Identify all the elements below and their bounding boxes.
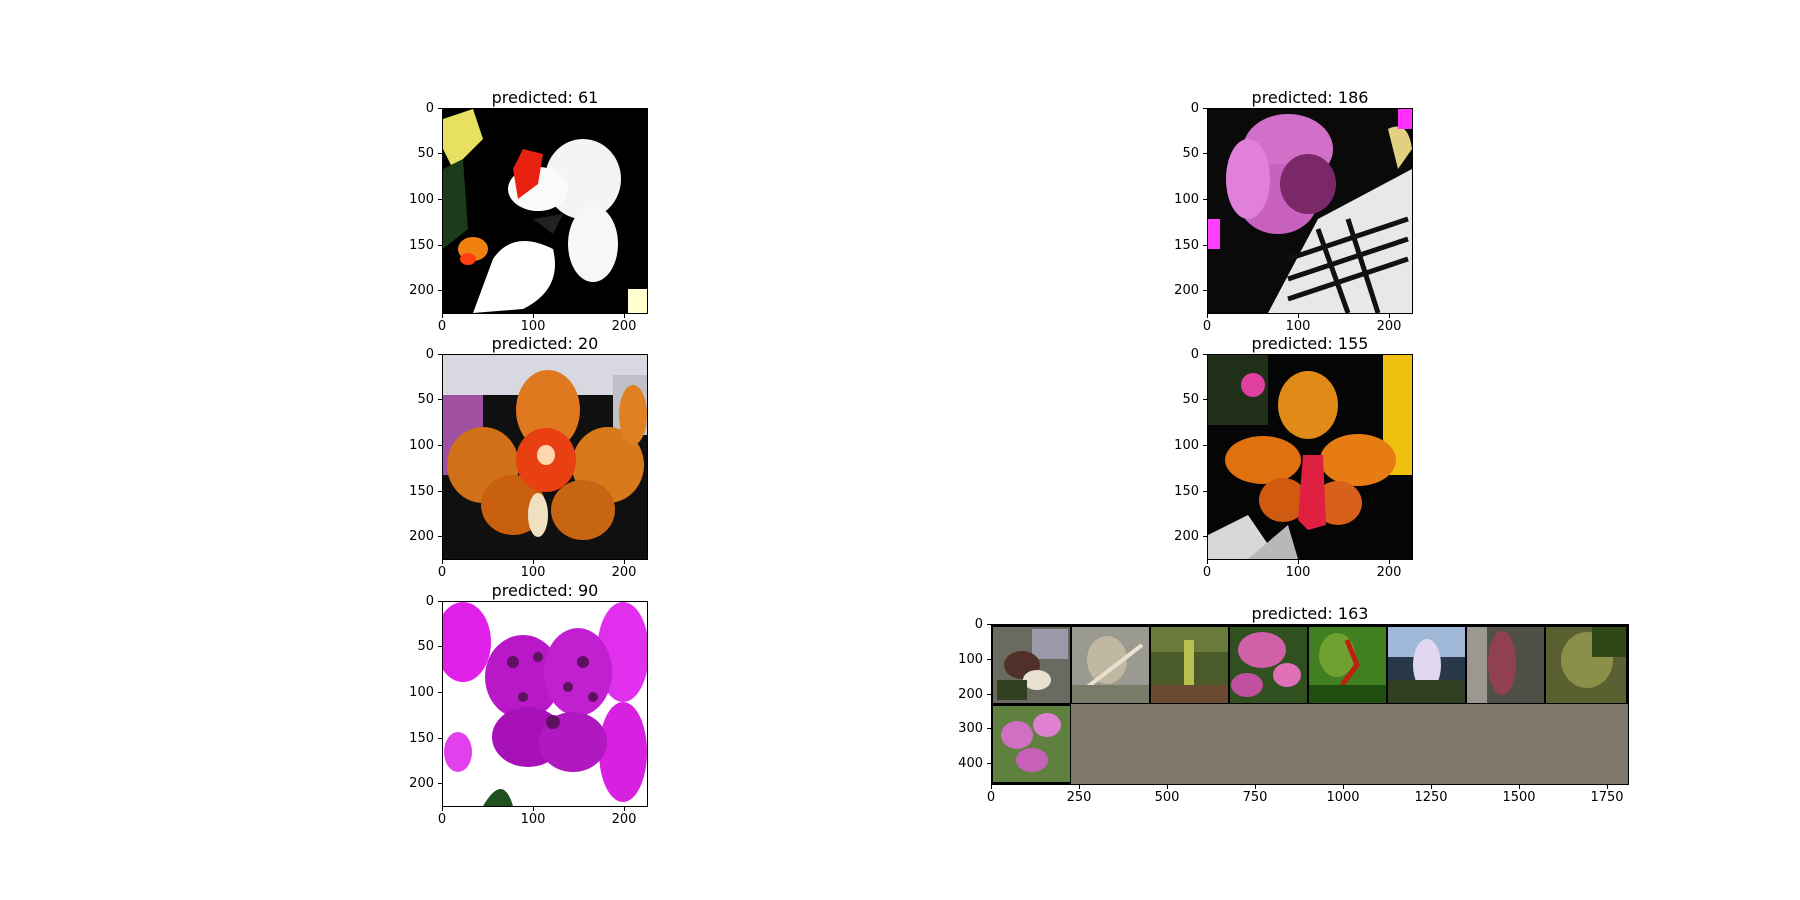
y-tick-label: 200 <box>1174 283 1199 298</box>
x-tick-label: 500 <box>1154 790 1180 805</box>
x-tick-label: 200 <box>611 319 637 334</box>
x-tick-label: 1500 <box>1502 790 1536 805</box>
subplot-predicted-20: predicted: 20 0 50 100 <box>409 336 648 579</box>
y-tick-label: 0 <box>425 101 434 116</box>
orchid-image-magenta <box>443 602 647 806</box>
y-tick-label: 0 <box>1190 101 1199 116</box>
y-tick-label: 0 <box>1190 347 1199 362</box>
image-grid-mosaic <box>992 625 1628 784</box>
y-tick-label: 200 <box>958 687 983 702</box>
x-tick-label: 0 <box>1202 319 1212 334</box>
subplot-predicted-90: predicted: 90 <box>409 583 648 826</box>
thumbnail-8 <box>1546 627 1626 703</box>
image-axes <box>442 108 648 314</box>
y-tick-label: 150 <box>1174 238 1199 253</box>
y-tick-label: 150 <box>1174 484 1199 499</box>
y-tick-label: 50 <box>1182 146 1199 161</box>
image-grid-axes <box>991 624 1629 785</box>
y-tick-label: 400 <box>958 756 983 771</box>
subplot-predicted-155: predicted: 155 0 50 100 150 <box>1174 336 1413 579</box>
y-tick-label: 50 <box>417 146 434 161</box>
x-tick-label: 100 <box>520 812 546 827</box>
y-tick-label: 300 <box>958 721 983 736</box>
y-tick-label: 100 <box>958 652 983 667</box>
x-tick-label: 200 <box>611 565 637 580</box>
x-tick-label: 0 <box>437 812 447 827</box>
y-tick-label: 150 <box>409 484 434 499</box>
y-tick-label: 150 <box>409 731 434 746</box>
y-tick-label: 100 <box>409 685 434 700</box>
y-tick-label: 100 <box>1174 192 1199 207</box>
subplot-title: predicted: 163 <box>1251 604 1369 623</box>
orchid-image-white-red <box>443 109 647 313</box>
x-tick-label: 100 <box>1285 565 1311 580</box>
orchid-image-pink <box>1208 109 1412 313</box>
y-tick-label: 100 <box>409 192 434 207</box>
y-tick-label: 0 <box>425 594 434 609</box>
y-tick-label: 100 <box>409 438 434 453</box>
subplot-predicted-163: predicted: 163 <box>958 606 1629 804</box>
subplot-title: predicted: 186 <box>1251 88 1369 107</box>
x-tick-label: 100 <box>520 565 546 580</box>
thumbnail-1 <box>993 627 1070 703</box>
thumbnail-4 <box>1230 627 1307 703</box>
subplot-title: predicted: 61 <box>491 88 599 107</box>
x-tick-label: 200 <box>611 812 637 827</box>
image-axes <box>442 354 648 560</box>
image-axes <box>1207 354 1413 560</box>
x-tick-label: 1250 <box>1414 790 1448 805</box>
x-tick-label: 1750 <box>1590 790 1624 805</box>
y-tick-label: 200 <box>1174 529 1199 544</box>
x-tick-label: 0 <box>1202 565 1212 580</box>
orchid-image-orange-red <box>1208 355 1412 559</box>
x-tick-label: 100 <box>520 319 546 334</box>
y-tick-label: 200 <box>409 776 434 791</box>
y-tick-label: 0 <box>974 617 983 632</box>
subplot-predicted-186: predicted: 186 <box>1174 90 1413 333</box>
x-tick-label: 0 <box>986 790 996 805</box>
y-tick-label: 50 <box>417 392 434 407</box>
image-axes <box>442 601 648 807</box>
orchid-image-orange <box>443 355 647 559</box>
y-tick-label: 200 <box>409 529 434 544</box>
thumbnail-3 <box>1151 627 1228 703</box>
y-tick-label: 200 <box>409 283 434 298</box>
thumbnail-6 <box>1388 627 1465 703</box>
subplot-title: predicted: 155 <box>1251 334 1369 353</box>
image-axes <box>1207 108 1413 314</box>
subplot-title: predicted: 20 <box>491 334 599 353</box>
y-tick-label: 50 <box>1182 392 1199 407</box>
x-tick-label: 200 <box>1376 319 1402 334</box>
x-tick-label: 100 <box>1285 319 1311 334</box>
thumbnail-2 <box>1072 627 1149 703</box>
thumbnail-9 <box>992 704 1071 784</box>
x-tick-label: 750 <box>1242 790 1268 805</box>
x-tick-label: 0 <box>437 565 447 580</box>
x-tick-label: 200 <box>1376 565 1402 580</box>
subplot-predicted-61: predicted: 61 0 50 100 150 <box>409 90 648 333</box>
x-tick-label: 0 <box>437 319 447 334</box>
subplot-title: predicted: 90 <box>491 581 599 600</box>
thumbnail-7 <box>1467 627 1544 703</box>
y-tick-label: 0 <box>425 347 434 362</box>
y-tick-label: 100 <box>1174 438 1199 453</box>
y-tick-label: 150 <box>409 238 434 253</box>
x-tick-label: 1000 <box>1326 790 1360 805</box>
thumbnail-5 <box>1309 627 1386 703</box>
y-tick-label: 50 <box>417 639 434 654</box>
x-tick-label: 250 <box>1066 790 1092 805</box>
